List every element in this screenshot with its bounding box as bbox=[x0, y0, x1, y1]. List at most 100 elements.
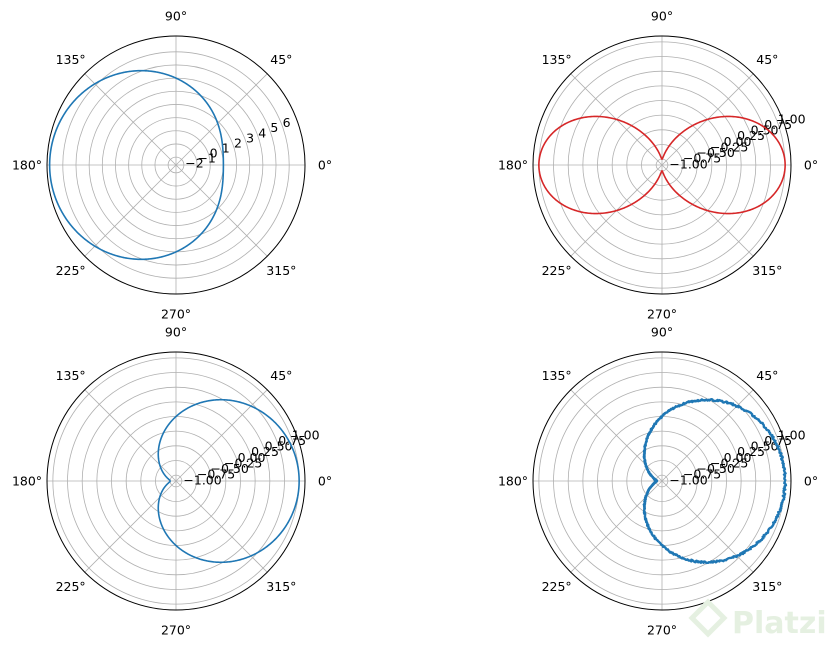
r-gridline bbox=[553, 372, 771, 590]
r-gridline bbox=[115, 104, 237, 226]
polar-curve-2 bbox=[538, 115, 786, 215]
r-tick-label: 0.50 bbox=[751, 439, 779, 454]
theta-tick-label: 0° bbox=[318, 158, 332, 173]
r-tick-label: 0.00 bbox=[724, 134, 752, 149]
r-tick-label: −0.25 bbox=[710, 139, 748, 154]
theta-tick-label: 180° bbox=[12, 158, 42, 173]
theta-gridline bbox=[175, 164, 268, 257]
theta-gridline bbox=[84, 73, 177, 166]
polar-axes-3: 0° 45° 90° 135° 180° 225° 270° 315° −1.00−0.75−0… bbox=[12, 325, 332, 638]
r-tick-label: −1.00 bbox=[669, 156, 707, 171]
r-tick-label: −2 bbox=[185, 155, 203, 170]
theta-tick-label: 135° bbox=[542, 52, 572, 67]
theta-tick-label: 225° bbox=[542, 579, 572, 594]
theta-tick-label: 135° bbox=[56, 52, 86, 67]
r-gridline bbox=[67, 372, 285, 590]
r-gridline bbox=[101, 90, 251, 240]
r-tick-label: −0.50 bbox=[697, 145, 735, 160]
r-tick-label: 0.00 bbox=[238, 450, 266, 465]
platzi-watermark: Platzi bbox=[688, 598, 826, 641]
theta-tick-label: 90° bbox=[165, 325, 187, 340]
r-tick-label: −1.00 bbox=[183, 472, 221, 487]
theta-tick-label: 180° bbox=[498, 474, 528, 489]
r-gridline bbox=[626, 129, 698, 201]
polar-curve-1 bbox=[48, 69, 225, 261]
r-tick-label: −0.75 bbox=[683, 151, 721, 166]
polar-curve-3 bbox=[157, 398, 300, 564]
r-tick-label: 1.00 bbox=[292, 427, 320, 442]
r-gridline bbox=[611, 114, 713, 216]
theta-tick-label: 0° bbox=[804, 158, 818, 173]
r-tick-label: 1.00 bbox=[778, 111, 806, 126]
theta-tick-label: 270° bbox=[647, 307, 677, 322]
r-gridline bbox=[154, 143, 198, 187]
watermark-text: Platzi bbox=[732, 606, 826, 641]
theta-tick-label: 45° bbox=[270, 52, 292, 67]
r-gridline bbox=[597, 100, 727, 230]
r-tick-label: −0.50 bbox=[697, 461, 735, 476]
r-tick-label: 0.50 bbox=[265, 439, 293, 454]
r-tick-label: 0.25 bbox=[737, 128, 765, 143]
r-gridline bbox=[626, 445, 698, 517]
r-tick-label: −0.25 bbox=[710, 455, 748, 470]
r-tick-label: 0.00 bbox=[724, 450, 752, 465]
platzi-logo-icon bbox=[688, 598, 728, 638]
r-gridline bbox=[81, 386, 271, 576]
r-gridline bbox=[641, 144, 683, 186]
r-gridline bbox=[567, 386, 757, 576]
r-gridline bbox=[641, 460, 683, 502]
r-tick-label: 0.25 bbox=[251, 444, 279, 459]
r-gridline bbox=[553, 56, 771, 274]
r-tick-label: −0.75 bbox=[197, 467, 235, 482]
theta-tick-label: 45° bbox=[270, 368, 292, 383]
r-tick-label: 1.00 bbox=[778, 427, 806, 442]
theta-tick-label: 315° bbox=[752, 579, 782, 594]
r-tick-label: 4 bbox=[258, 125, 266, 140]
r-tick-label: −1.00 bbox=[669, 472, 707, 487]
polar-frame bbox=[46, 351, 306, 611]
polar-axes-4: 0° 45° 90° 135° 180° 225° 270° 315° −1.00−0.75−0… bbox=[498, 325, 818, 638]
r-gridline bbox=[567, 70, 757, 260]
theta-tick-label: 270° bbox=[647, 623, 677, 638]
theta-tick-label: 315° bbox=[752, 263, 782, 278]
r-tick-label: 3 bbox=[246, 130, 254, 145]
r-gridline bbox=[582, 85, 742, 245]
theta-tick-label: 315° bbox=[266, 263, 296, 278]
r-tick-label: −1 bbox=[197, 150, 215, 165]
r-tick-label: 6 bbox=[283, 115, 291, 130]
theta-tick-label: 90° bbox=[651, 325, 673, 340]
theta-tick-label: 0° bbox=[804, 474, 818, 489]
r-gridline bbox=[140, 445, 212, 517]
polar-curve-4 bbox=[642, 398, 788, 565]
theta-tick-label: 315° bbox=[266, 579, 296, 594]
theta-tick-label: 90° bbox=[651, 9, 673, 24]
theta-tick-label: 45° bbox=[756, 52, 778, 67]
polar-axes-1: 0° 45° 90° 135° 180° 225° 270° 315° −2−10 1 2 3 4 5 6 bbox=[12, 9, 332, 322]
polar-axes-2: 0° 45° 90° 135° 180° 225° 270° 315° −1.00−0.75−0… bbox=[498, 9, 818, 322]
theta-gridline bbox=[175, 73, 268, 166]
theta-tick-label: 135° bbox=[56, 368, 86, 383]
theta-tick-label: 225° bbox=[56, 263, 86, 278]
polar-frame bbox=[46, 35, 306, 295]
r-gridline bbox=[611, 430, 713, 532]
r-tick-label: 5 bbox=[270, 120, 278, 135]
r-gridline bbox=[125, 430, 227, 532]
r-tick-label: −0.50 bbox=[211, 461, 249, 476]
r-tick-label: 1 bbox=[222, 140, 230, 155]
r-tick-label: 0.25 bbox=[737, 444, 765, 459]
r-gridline bbox=[75, 64, 277, 266]
polar-frame bbox=[532, 351, 792, 611]
r-tick-label: 0.75 bbox=[764, 117, 792, 132]
theta-tick-label: 225° bbox=[542, 263, 572, 278]
theta-tick-label: 90° bbox=[165, 9, 187, 24]
r-tick-label: −0.75 bbox=[683, 467, 721, 482]
r-gridline bbox=[582, 401, 742, 561]
r-gridline bbox=[62, 51, 290, 279]
r-gridline bbox=[155, 460, 197, 502]
theta-gridline bbox=[84, 164, 177, 257]
theta-tick-label: 270° bbox=[161, 307, 191, 322]
theta-tick-label: 180° bbox=[498, 158, 528, 173]
r-gridline bbox=[141, 130, 211, 200]
r-tick-label: 0 bbox=[210, 145, 218, 160]
